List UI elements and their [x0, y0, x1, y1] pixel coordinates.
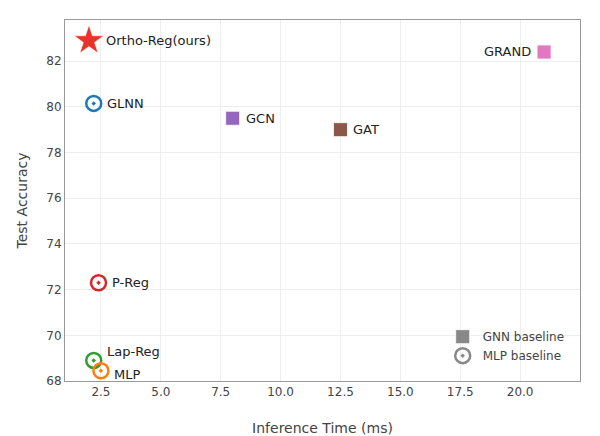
svg-text:15.0: 15.0: [387, 385, 414, 399]
svg-text:76: 76: [46, 191, 61, 205]
svg-text:74: 74: [46, 237, 61, 251]
svg-text:GAT: GAT: [353, 122, 379, 137]
svg-text:MLP baseline: MLP baseline: [483, 349, 561, 363]
svg-text:GNN baseline: GNN baseline: [483, 330, 564, 344]
svg-text:Lap-Reg: Lap-Reg: [107, 344, 160, 359]
svg-text:72: 72: [46, 283, 61, 297]
svg-text:17.5: 17.5: [447, 385, 474, 399]
svg-text:68: 68: [46, 374, 61, 388]
svg-text:GLNN: GLNN: [107, 96, 144, 111]
svg-text:P-Reg: P-Reg: [112, 275, 149, 290]
svg-text:GRAND: GRAND: [484, 44, 531, 59]
svg-text:12.5: 12.5: [327, 385, 354, 399]
svg-text:Test Accuracy: Test Accuracy: [14, 153, 30, 250]
svg-text:2.5: 2.5: [91, 385, 110, 399]
svg-text:GCN: GCN: [246, 111, 275, 126]
svg-text:10.0: 10.0: [267, 385, 294, 399]
svg-text:78: 78: [46, 146, 61, 160]
svg-text:20.0: 20.0: [507, 385, 534, 399]
svg-text:MLP: MLP: [114, 367, 140, 382]
svg-text:Ortho-Reg(ours): Ortho-Reg(ours): [106, 33, 211, 48]
svg-text:80: 80: [46, 100, 61, 114]
svg-text:7.5: 7.5: [211, 385, 230, 399]
svg-text:Inference Time (ms): Inference Time (ms): [252, 420, 393, 436]
svg-text:82: 82: [46, 54, 61, 68]
svg-text:70: 70: [46, 329, 61, 343]
svg-text:5.0: 5.0: [151, 385, 170, 399]
